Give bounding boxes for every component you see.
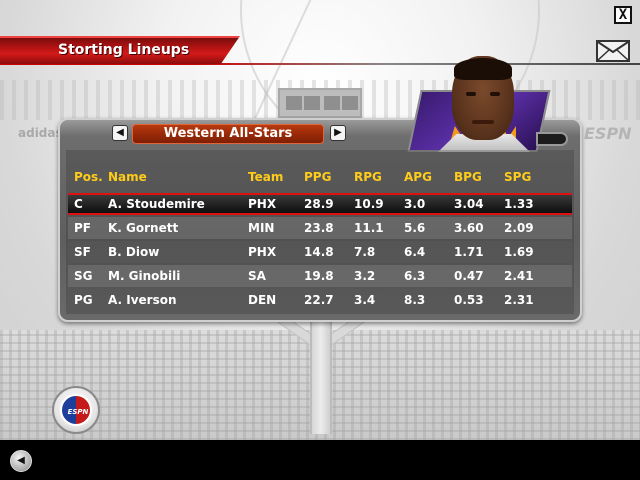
cell-apg: 3.0	[404, 197, 426, 211]
cell-ppg: 23.8	[304, 221, 334, 235]
cell-spg: 2.09	[504, 221, 534, 235]
cell-apg: 8.3	[404, 293, 426, 307]
cell-pos: PG	[74, 293, 93, 307]
prev-team-button[interactable]: ◀	[112, 125, 128, 141]
logo-label: ESPN	[67, 408, 89, 416]
cell-spg: 2.31	[504, 293, 534, 307]
cell-apg: 6.3	[404, 269, 426, 283]
cell-pos: PF	[74, 221, 91, 235]
cell-bpg: 0.47	[454, 269, 484, 283]
player-eye-left	[466, 92, 476, 96]
nba-espn-logo: ESPN	[52, 386, 100, 434]
cell-ppg: 14.8	[304, 245, 334, 259]
cell-apg: 5.6	[404, 221, 426, 235]
table-row[interactable]: PG A. Iverson DEN 22.7 3.4 8.3 0.53 2.31	[68, 289, 572, 311]
cell-pos: C	[74, 197, 83, 211]
cell-rpg: 3.2	[354, 269, 376, 283]
cell-bpg: 3.60	[454, 221, 484, 235]
col-header-pos[interactable]: Pos.	[74, 170, 103, 184]
cell-rpg: 3.4	[354, 293, 376, 307]
cell-ppg: 28.9	[304, 197, 334, 211]
team-selector-value[interactable]: Western All-Stars	[132, 124, 324, 144]
hoop-stanchion	[310, 322, 332, 434]
mail-icon[interactable]	[596, 40, 630, 62]
cell-apg: 6.4	[404, 245, 426, 259]
cell-name: M. Ginobili	[108, 269, 181, 283]
cell-spg: 1.69	[504, 245, 534, 259]
col-header-bpg[interactable]: BPG	[454, 170, 482, 184]
player-portrait	[407, 56, 568, 152]
player-eye-right	[490, 92, 500, 96]
title-bar: Storting Lineups	[0, 36, 640, 66]
page-title: Storting Lineups	[58, 42, 190, 58]
cell-ppg: 22.7	[304, 293, 334, 307]
col-header-rpg[interactable]: RPG	[354, 170, 382, 184]
col-header-team[interactable]: Team	[248, 170, 284, 184]
cell-bpg: 1.71	[454, 245, 484, 259]
cell-bpg: 0.53	[454, 293, 484, 307]
cell-bpg: 3.04	[454, 197, 484, 211]
back-button[interactable]: ◀	[10, 450, 32, 472]
player-mouth	[472, 120, 494, 124]
table-row[interactable]: C A. Stoudemire PHX 28.9 10.9 3.0 3.04 1…	[68, 193, 572, 215]
cell-team: SA	[248, 269, 266, 283]
title-underline	[0, 63, 640, 65]
col-header-ppg[interactable]: PPG	[304, 170, 332, 184]
cell-team: MIN	[248, 221, 275, 235]
cell-team: DEN	[248, 293, 277, 307]
cell-pos: SG	[74, 269, 93, 283]
cell-rpg: 10.9	[354, 197, 384, 211]
logo-inner: ESPN	[60, 394, 92, 426]
table-row[interactable]: SG M. Ginobili SA 19.8 3.2 6.3 0.47 2.41	[68, 265, 572, 287]
cell-name: A. Iverson	[108, 293, 177, 307]
table-header: Pos. Name Team PPG RPG APG BPG SPG	[66, 170, 574, 190]
cell-rpg: 7.8	[354, 245, 376, 259]
sponsor-left: adidas	[18, 126, 63, 140]
cell-spg: 1.33	[504, 197, 534, 211]
cell-team: PHX	[248, 197, 277, 211]
close-button[interactable]: X	[614, 6, 632, 24]
col-header-spg[interactable]: SPG	[504, 170, 532, 184]
cell-pos: SF	[74, 245, 91, 259]
cell-ppg: 19.8	[304, 269, 334, 283]
next-team-button[interactable]: ▶	[330, 125, 346, 141]
cell-rpg: 11.1	[354, 221, 384, 235]
cell-name: B. Diow	[108, 245, 160, 259]
cell-name: A. Stoudemire	[108, 197, 205, 211]
title-banner: Storting Lineups	[0, 36, 240, 64]
col-header-apg[interactable]: APG	[404, 170, 432, 184]
table-row[interactable]: SF B. Diow PHX 14.8 7.8 6.4 1.71 1.69	[68, 241, 572, 263]
player-hair	[454, 58, 512, 80]
portrait-tab	[536, 132, 568, 146]
table-row[interactable]: PF K. Gornett MIN 23.8 11.1 5.6 3.60 2.0…	[68, 217, 572, 239]
cell-name: K. Gornett	[108, 221, 179, 235]
team-selector: ◀ Western All-Stars ▶	[112, 124, 346, 144]
cell-spg: 2.41	[504, 269, 534, 283]
player-jersey	[438, 134, 530, 152]
scoreboard	[278, 88, 362, 118]
bottom-bar	[0, 440, 640, 480]
sponsor-right: ESPN	[584, 124, 632, 143]
col-header-name[interactable]: Name	[108, 170, 147, 184]
cell-team: PHX	[248, 245, 277, 259]
